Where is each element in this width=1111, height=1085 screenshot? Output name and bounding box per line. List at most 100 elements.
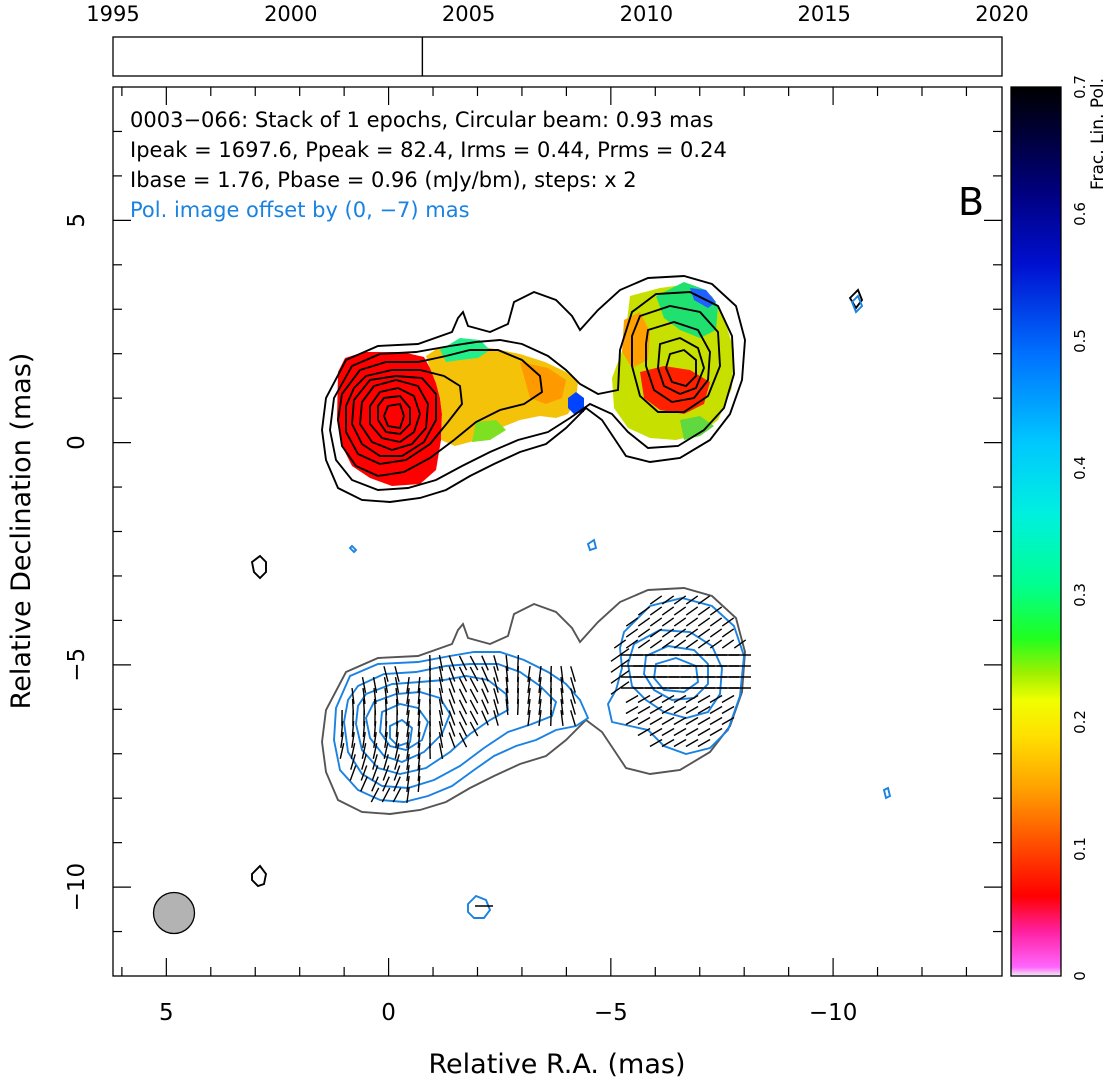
colorbar-label: Frac. Lin. Pol. <box>1088 78 1108 190</box>
evpa-tick <box>351 687 355 705</box>
evpa-tick <box>392 787 402 803</box>
evpa-tick <box>417 698 421 716</box>
evpa-tick <box>438 721 444 737</box>
evpa-tick <box>709 628 723 638</box>
intensity-contour <box>664 348 697 388</box>
frac-pol-patch-knot-orange <box>622 312 650 368</box>
evpa-tick <box>649 595 663 605</box>
evpa-tick <box>360 776 368 792</box>
evpa-tick <box>709 617 723 627</box>
evpa-tick <box>395 731 399 749</box>
evpa-tick <box>685 738 699 748</box>
pol-contour <box>389 718 414 748</box>
evpa-tick <box>560 698 564 716</box>
annotation-line-1: 0003−066: Stack of 1 epochs, Circular be… <box>130 108 713 132</box>
evpa-tick <box>697 628 711 638</box>
evpa-tick <box>438 677 444 693</box>
evpa-tick <box>383 743 389 759</box>
evpa-tick <box>527 665 531 683</box>
evpa-tick <box>685 727 699 737</box>
evpa-tick <box>406 709 410 727</box>
evpa-tick <box>661 617 675 627</box>
evpa-tick <box>360 765 368 781</box>
y-tick-label: 0 <box>64 435 90 450</box>
evpa-tick <box>373 720 377 738</box>
epoch-timeline-box <box>112 36 1003 77</box>
evpa-tick <box>349 765 357 781</box>
evpa-tick <box>538 687 542 705</box>
evpa-tick <box>417 731 421 749</box>
annotation-line-3: Ibase = 1.76, Pbase = 0.96 (mJy/bm), ste… <box>130 168 637 192</box>
intensity-contour <box>351 375 437 457</box>
evpa-tick <box>383 754 389 770</box>
evpa-tick <box>709 639 723 649</box>
evpa-tick <box>394 666 400 682</box>
intensity-contour <box>382 402 406 430</box>
evpa-tick <box>417 742 421 760</box>
colorbar-tick-label: 0.5 <box>1071 329 1089 353</box>
evpa-tick <box>469 655 479 671</box>
evpa-tick <box>560 709 564 727</box>
evpa-tick <box>448 666 456 682</box>
colorbar-tick-label: 0.1 <box>1071 837 1089 861</box>
evpa-tick <box>709 716 723 726</box>
evpa-tick <box>393 776 401 792</box>
evpa-tick <box>673 727 687 737</box>
epoch-tick-label: 2005 <box>442 2 495 26</box>
evpa-tick <box>661 628 675 638</box>
evpa-tick <box>673 628 687 638</box>
evpa-tick <box>438 666 444 682</box>
beam-ellipse <box>152 891 196 935</box>
evpa-tick <box>351 731 355 749</box>
pol-contour <box>333 651 590 803</box>
evpa-tick <box>395 720 399 738</box>
evpa-tick <box>697 617 711 627</box>
evpa-tick <box>637 705 651 715</box>
intensity-contour <box>369 386 422 444</box>
evpa-tick <box>493 699 499 715</box>
evpa-tick <box>661 716 675 726</box>
epoch-timeline: 1995 2000 2005 2010 2015 2020 <box>86 2 1029 77</box>
evpa-tick <box>649 639 663 649</box>
evpa-tick <box>661 639 675 649</box>
evpa-tick <box>637 694 651 704</box>
evpa-tick <box>721 628 735 638</box>
evpa-tick <box>383 677 389 693</box>
evpa-tick <box>417 775 421 793</box>
epoch-tick-label: 2010 <box>620 2 673 26</box>
frac-pol-patch-jet-orange <box>520 362 566 404</box>
colorbar-tick-labels: 0 0.1 0.2 0.3 0.4 0.5 0.6 0.7 <box>1071 75 1089 981</box>
evpa-tick <box>384 731 388 749</box>
evpa-tick <box>538 665 542 683</box>
evpa-tick <box>673 694 687 704</box>
evpa-tick <box>371 776 379 792</box>
evpa-tick <box>697 705 711 715</box>
evpa-tick <box>570 710 576 726</box>
pol-contour <box>627 629 723 719</box>
evpa-tick <box>406 775 410 793</box>
evpa-tick <box>560 665 564 683</box>
evpa-tick <box>721 716 735 726</box>
evpa-tick <box>625 716 639 726</box>
evpa-tick <box>516 698 520 716</box>
evpa-tick <box>448 677 456 693</box>
evpa-tick <box>733 639 747 649</box>
x-tick-label: 0 <box>381 1000 396 1026</box>
evpa-tick <box>685 617 699 627</box>
evpa-tick <box>649 705 663 715</box>
evpa-tick <box>481 655 489 671</box>
evpa-tick <box>649 716 663 726</box>
total-intensity-contours <box>250 275 864 888</box>
evpa-tick <box>538 698 542 716</box>
evpa-tick <box>417 753 421 771</box>
evpa-tick <box>448 732 456 748</box>
evpa-tick <box>493 655 499 671</box>
evpa-tick <box>560 687 564 705</box>
evpa-tick <box>384 720 388 738</box>
evpa-tick <box>458 655 468 671</box>
evpa-tick <box>527 709 531 727</box>
evpa-tick <box>505 698 509 716</box>
evpa-tick <box>406 731 410 749</box>
epoch-tick-label: 2020 <box>975 2 1028 26</box>
